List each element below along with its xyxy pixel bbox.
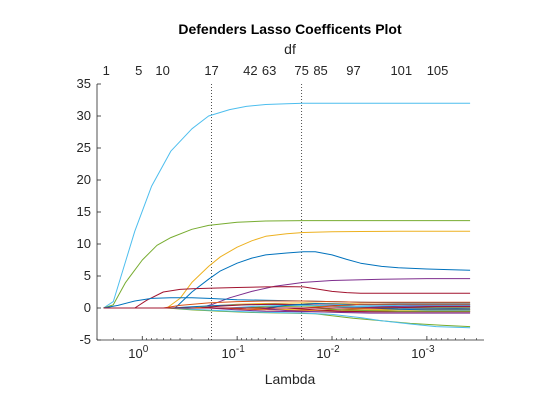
top-tick-label: 1 xyxy=(103,63,110,78)
series-line-3 xyxy=(103,230,471,309)
y-tick-label: 25 xyxy=(77,140,91,155)
top-tick-label: 63 xyxy=(262,63,276,78)
y-tick-label: 35 xyxy=(77,76,91,91)
series-group xyxy=(103,102,471,329)
series-line-2 xyxy=(103,220,471,309)
top-axis-label: df xyxy=(284,41,296,57)
x-tick-label: 10-2 xyxy=(316,344,340,361)
series-line-11 xyxy=(103,307,471,329)
x-tick-label: 100 xyxy=(128,344,148,361)
top-tick-label: 101 xyxy=(390,63,412,78)
x-tick-label: 10-1 xyxy=(221,344,245,361)
y-tick-label: 20 xyxy=(77,172,91,187)
y-tick-label: 10 xyxy=(77,236,91,251)
series-line-6 xyxy=(103,286,471,309)
y-tick-label: 5 xyxy=(84,268,91,283)
y-tick-label: -5 xyxy=(79,332,91,347)
top-tick-label: 85 xyxy=(313,63,327,78)
series-line-1 xyxy=(103,102,471,309)
y-tick-label: 0 xyxy=(84,300,91,315)
top-tick-label: 105 xyxy=(427,63,449,78)
series-line-28 xyxy=(103,306,471,309)
top-tick-label: 97 xyxy=(346,63,360,78)
x-tick-label: 10-3 xyxy=(411,344,435,361)
top-tick-label: 42 xyxy=(243,63,257,78)
top-tick-label: 75 xyxy=(294,63,308,78)
y-tick-label: 30 xyxy=(77,108,91,123)
x-axis-label: Lambda xyxy=(265,371,316,387)
chart-title: Defenders Lasso Coefficents Plot xyxy=(178,21,402,37)
series-line-8 xyxy=(103,300,471,309)
top-tick-label: 5 xyxy=(135,63,142,78)
top-tick-label: 17 xyxy=(204,63,218,78)
top-tick-label: 10 xyxy=(155,63,169,78)
series-line-4 xyxy=(103,251,471,309)
y-tick-label: 15 xyxy=(77,204,91,219)
